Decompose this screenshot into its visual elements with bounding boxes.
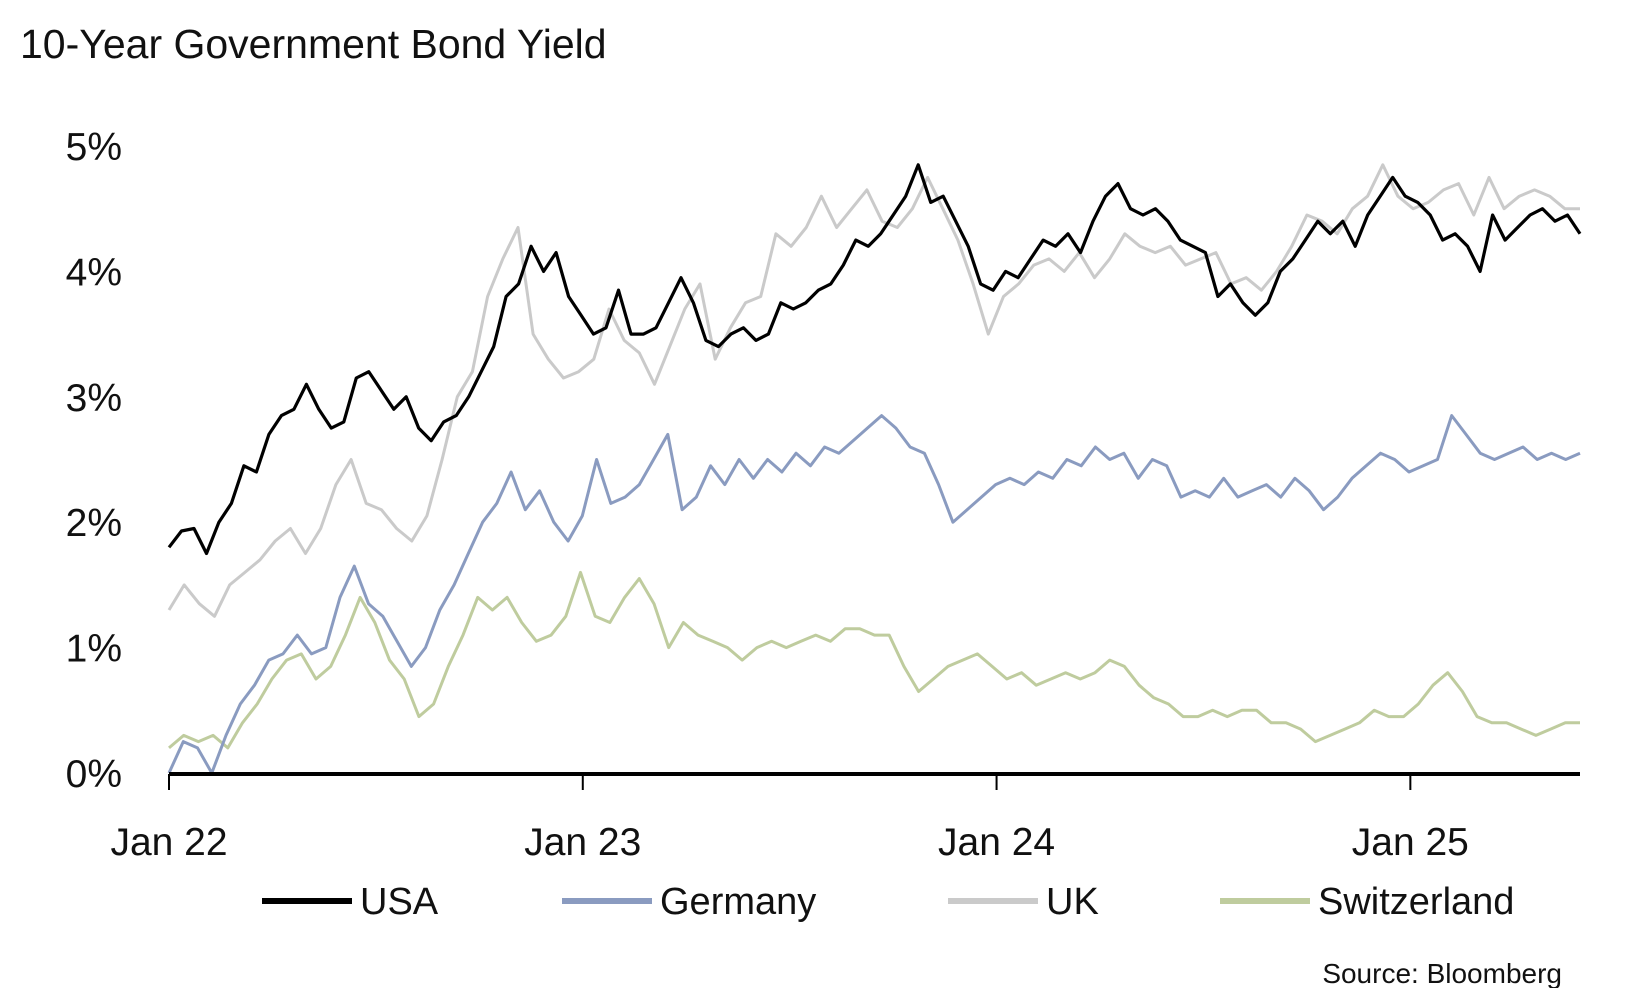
x-tick-label: Jan 23 (524, 821, 641, 864)
series-line-usa (167, 163, 1582, 556)
legend-label: Switzerland (1318, 881, 1514, 923)
y-tick-label: 0% (66, 753, 122, 796)
legend-label: Germany (660, 881, 816, 923)
series-line-germany (167, 414, 1581, 775)
legend-label: UK (1046, 881, 1099, 923)
y-tick-label: 5% (66, 126, 122, 169)
legend-item-uk: UK (948, 881, 1099, 923)
y-tick-label: 1% (66, 628, 122, 671)
legend-item-germany: Germany (562, 881, 816, 923)
y-tick-label: 4% (66, 251, 122, 294)
x-tick-label: Jan 22 (110, 821, 227, 864)
y-tick-label: 2% (66, 502, 122, 545)
legend-item-switzerland: Switzerland (1220, 881, 1514, 923)
y-tick-label: 3% (66, 377, 122, 420)
series-line-switzerland (168, 570, 1580, 750)
legend-label: USA (360, 881, 439, 923)
legend-item-usa: USA (262, 881, 439, 923)
x-tick-label: Jan 24 (938, 821, 1055, 864)
source-note: Source: Bloomberg (1322, 958, 1562, 988)
series-line-uk (167, 163, 1580, 618)
chart-title: 10-Year Government Bond Yield (20, 21, 607, 67)
x-tick-label: Jan 25 (1352, 821, 1469, 864)
